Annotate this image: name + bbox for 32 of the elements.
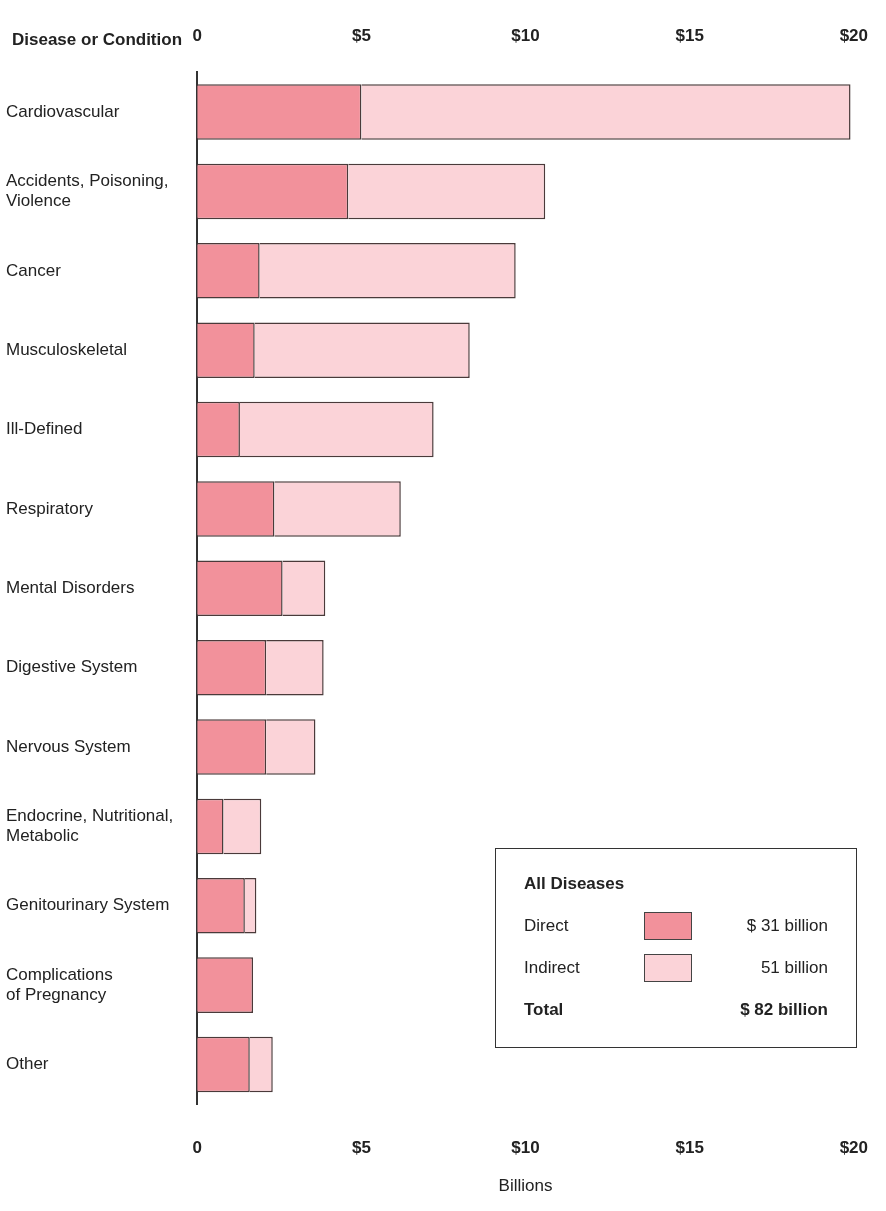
x-axis-title: Billions	[498, 1176, 553, 1196]
annotation: $ 31 billion	[745, 916, 828, 936]
x-tick-label: $15	[675, 25, 704, 45]
y-tick-label: Genitourinary System	[6, 895, 170, 915]
y-tick-label: Digestive System	[6, 657, 138, 677]
x2-tick-label: $10	[511, 1138, 540, 1158]
annotation: 51 billion	[759, 958, 828, 978]
text: Indirect	[524, 958, 580, 977]
y-tick-label: Accidents, Poisoning, Violence	[6, 170, 169, 211]
x2-tick-label: 0	[192, 1138, 202, 1158]
annotation: $ 82 billion	[739, 1000, 828, 1020]
y-tick-label: Ill-Defined	[6, 419, 83, 439]
x-tick-label: $20	[839, 25, 869, 45]
y-tick-label: Nervous System	[6, 736, 131, 756]
y-tick-label: Cardiovascular	[6, 101, 120, 121]
y-tick-label: Respiratory	[6, 498, 94, 518]
y-tick-label: Cancer	[6, 260, 62, 280]
legend-title: All Diseases	[524, 874, 625, 894]
x-tick-label: $5	[351, 25, 371, 45]
y-tick-label: Other	[6, 1054, 49, 1074]
y-tick-label: Musculoskeletal	[6, 339, 127, 359]
x2-tick-label: $15	[675, 1138, 704, 1158]
x2-tick-label: $5	[351, 1138, 371, 1158]
text: Direct	[524, 916, 569, 935]
y-tick-label: Complications of Pregnancy	[6, 964, 113, 1005]
x-tick-label: $10	[511, 25, 540, 45]
y-tick-label: Mental Disorders	[6, 577, 135, 597]
y-tick-label: Endocrine, Nutritional, Metabolic	[6, 805, 174, 846]
x-tick-label: 0	[192, 25, 202, 45]
x2-tick-label: $20	[839, 1138, 869, 1158]
annotation: Total	[524, 1000, 565, 1020]
y-axis-title: Disease or Condition	[12, 29, 183, 49]
